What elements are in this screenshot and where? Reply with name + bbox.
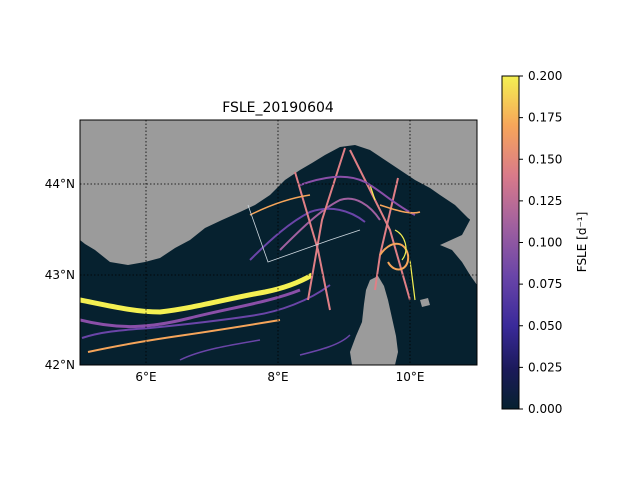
colorbar-gradient: [501, 75, 520, 410]
map-frame: [79, 119, 478, 366]
lat-tick-42n: 42°N: [45, 358, 75, 372]
colorbar-label: FSLE [d⁻¹]: [575, 212, 589, 273]
lon-tick-8e: 8°E: [267, 370, 288, 384]
colorbar-ticks: 0.000 0.025 0.050 0.075 0.100 0.125 0.150 0.175…: [519, 69, 562, 416]
fsle-ridge-orange-3: [249, 194, 421, 216]
colorbar-tick-label: 0.150: [528, 152, 562, 166]
fsle-ridge-pink-3: [349, 149, 411, 301]
colorbar-tick-label: 0.125: [528, 194, 562, 208]
fsle-ridge-pink-2: [307, 147, 346, 301]
fsle-ridge-pink-1: [294, 171, 331, 311]
map-title: FSLE_20190604: [222, 100, 334, 116]
colorbar-tick-label: 0.075: [528, 277, 562, 291]
colorbar-tick-label: 0.000: [528, 402, 562, 416]
colorbar-tick-label: 0.100: [528, 236, 562, 250]
lat-tick-44n: 44°N: [45, 177, 75, 191]
colorbar-tick-label: 0.025: [528, 360, 562, 374]
land-elba: [420, 298, 430, 307]
lat-tick-43n: 43°N: [45, 268, 75, 282]
fsle-ridge-yellow-2: [369, 184, 416, 301]
fsle-ridge-purple-2: [81, 284, 331, 339]
fsle-ridge-purple-6: [179, 334, 351, 361]
lon-tick-6e: 6°E: [135, 370, 156, 384]
land-italy-coast: [440, 120, 477, 285]
fsle-ridge-purple-3: [279, 197, 381, 251]
lat-tick-labels: 44°N 43°N 42°N: [45, 177, 75, 372]
colorbar-tick-label: 0.175: [528, 111, 562, 125]
gridlines: [80, 120, 477, 365]
land-mainland: [80, 120, 477, 265]
fsle-ridge-purple-5: [299, 175, 416, 216]
fsle-ridge-yellow: [80, 272, 314, 315]
colorbar-tick-label: 0.050: [528, 319, 562, 333]
land-corsica: [350, 276, 398, 365]
fsle-ridge-orange-1: [87, 319, 281, 353]
colorbar: 0.000 0.025 0.050 0.075 0.100 0.125 0.150 0.175…: [501, 69, 589, 416]
colorbar-tick-label: 0.200: [528, 69, 562, 83]
track-line-1: [247, 204, 361, 263]
fsle-ridge-purple-4: [249, 207, 366, 261]
fsle-ridge-orange-2: [379, 242, 410, 271]
lon-tick-10e: 10°E: [396, 370, 425, 384]
lon-tick-labels: 6°E 8°E 10°E: [135, 370, 424, 384]
map-panel: [80, 120, 477, 365]
fsle-ridge-purple-1: [80, 288, 301, 329]
